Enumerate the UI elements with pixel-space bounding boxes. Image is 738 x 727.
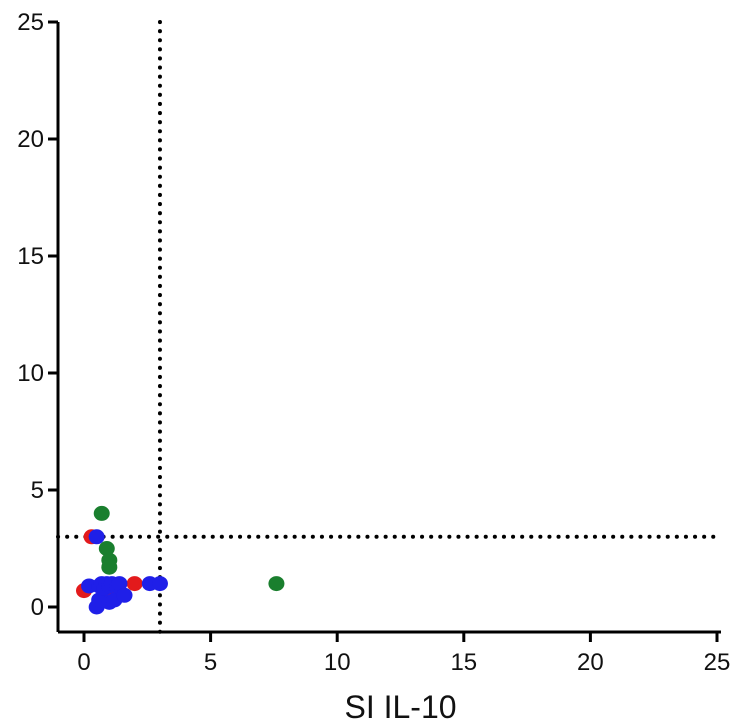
x-tick-label: 10 <box>324 649 351 676</box>
x-axis-title: SI IL-10 <box>344 689 456 725</box>
data-point <box>98 541 115 556</box>
ticks: 0 5 10 15 20 25 0 5 10 15 20 25 <box>17 9 730 676</box>
data-point <box>111 576 128 592</box>
x-tick-label: 0 <box>77 649 90 676</box>
y-tick-label: 10 <box>17 360 44 387</box>
y-tick-label: 20 <box>17 126 44 153</box>
x-tick-label: 20 <box>577 649 604 676</box>
data-point <box>126 576 143 592</box>
data-point <box>116 587 133 603</box>
data-point <box>101 559 118 575</box>
data-point <box>268 576 285 592</box>
y-tick-label: 0 <box>31 594 44 621</box>
data-point <box>151 576 168 592</box>
y-tick-label: 25 <box>17 9 44 36</box>
threshold-lines <box>56 20 719 634</box>
axes <box>56 22 721 634</box>
data-point <box>93 505 110 521</box>
y-tick-label: 15 <box>17 243 44 270</box>
data-point <box>88 529 105 545</box>
data-points <box>76 505 285 615</box>
x-tick-label: 25 <box>704 649 731 676</box>
x-tick-label: 15 <box>450 649 477 676</box>
x-tick-label: 5 <box>204 649 217 676</box>
y-tick-label: 5 <box>31 477 44 504</box>
